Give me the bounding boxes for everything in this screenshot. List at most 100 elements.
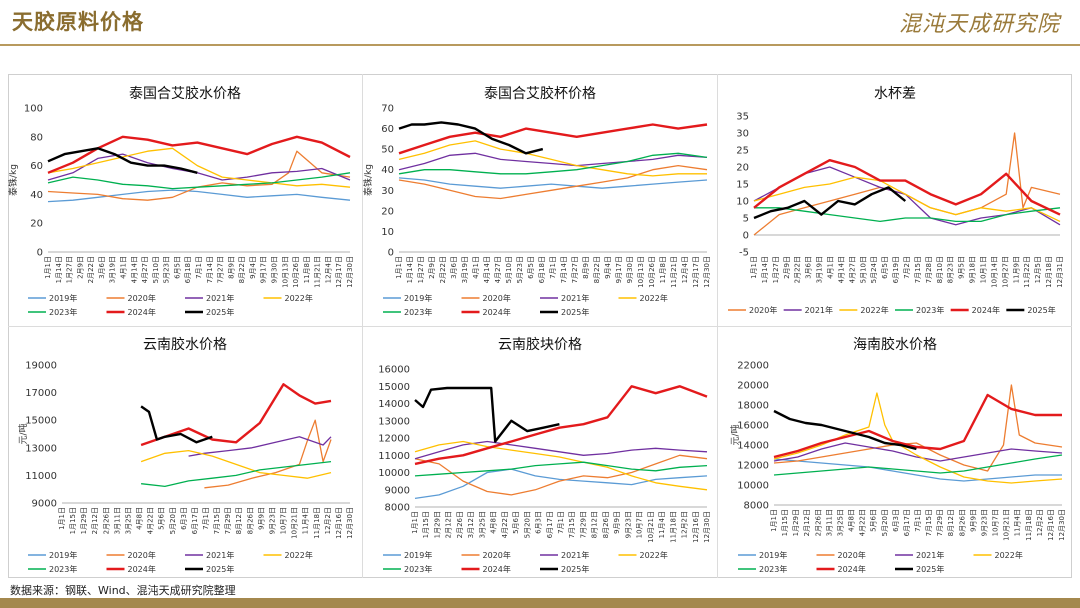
x-tick-label: 4月14日	[130, 256, 138, 283]
x-tick-label: 3月12日	[467, 511, 475, 538]
series-line	[47, 150, 351, 201]
y-tick-label: 9000	[385, 485, 410, 496]
chart-panel-thai-latex: 泰国合艾胶水价格 0 20 40 60 80 100 泰铢/kg 1月1日 1月14日 1月27日 2…	[7, 76, 362, 326]
y-tick-label: 8000	[385, 503, 410, 514]
chart-yunnan-latex: 云南胶水价格 9000 11000 13000 15000 17000 19000 元/吨 1月…	[17, 336, 354, 574]
legend-label: 2019年	[404, 550, 432, 560]
x-tick-label: 1月29日	[433, 511, 441, 538]
x-tick-label: 5月10日	[859, 256, 867, 283]
x-tick-label: 1月27日	[417, 256, 425, 283]
chart-yunnan-block: 云南胶块价格 8000 9000 10000 11000 12000 13000 14000 1…	[378, 336, 711, 574]
x-tick-label: 3月6日	[450, 256, 458, 279]
x-tick-label: 9月30日	[271, 256, 279, 283]
brand-logo: 混沌天成研究院	[898, 12, 1060, 37]
panel-divider	[8, 326, 1072, 327]
series-line	[414, 440, 708, 491]
legend-label: 2020年	[483, 293, 511, 303]
x-tick-label: 8月9日	[582, 256, 590, 279]
x-tick-label: 4月22日	[147, 507, 155, 534]
legend-label: 2019年	[49, 293, 77, 303]
y-tick-label: 14000	[737, 441, 769, 452]
series-line	[141, 460, 332, 488]
x-tick-label: 7月1日	[557, 511, 565, 534]
x-tick-label: 8月22日	[238, 256, 246, 283]
x-tick-label: 8月12日	[235, 507, 243, 534]
series-line	[754, 207, 1061, 223]
y-tick-label: 12000	[737, 461, 769, 472]
x-tick-label: 10月21日	[291, 507, 299, 539]
y-tick-label: 22000	[737, 361, 769, 372]
x-tick-label: 4月14日	[837, 256, 845, 283]
x-tick-label: 9月17日	[260, 256, 268, 283]
x-tick-label: 7月14日	[206, 256, 214, 283]
x-tick-label: 2月22日	[794, 256, 802, 283]
x-tick-label: 7月1日	[202, 507, 210, 530]
series-line	[398, 152, 708, 171]
y-tick-label: 50	[381, 145, 394, 156]
legend-label: 2022年	[285, 550, 313, 560]
x-tick-label: 6月5日	[173, 256, 181, 279]
x-tick-label: 6月17日	[546, 511, 554, 538]
x-tick-label: 12月4日	[324, 256, 332, 283]
y-axis-unit: 元/吨	[729, 424, 741, 445]
x-tick-label: 1月1日	[750, 256, 758, 279]
x-tick-label: 9月9日	[257, 507, 265, 530]
x-tick-label: 7月28日	[925, 256, 933, 283]
x-tick-label: 3月19日	[816, 256, 824, 283]
x-tick-label: 1月15日	[781, 509, 789, 536]
x-tick-label: 12月16日	[692, 511, 700, 543]
series-line	[398, 123, 708, 155]
y-tick-label: 9000	[32, 499, 57, 510]
x-tick-label: 7月15日	[914, 256, 922, 283]
legend-label: 2022年	[285, 293, 313, 303]
y-tick-label: 8000	[744, 501, 769, 512]
legend-label: 2024年	[483, 564, 511, 574]
x-tick-label: 6月3日	[535, 511, 543, 534]
x-tick-label: 5月6日	[870, 509, 878, 532]
x-tick-label: 1月14日	[55, 256, 63, 283]
chart-title: 泰国合艾胶水价格	[129, 85, 241, 102]
x-tick-label: 12月16日	[335, 507, 343, 539]
x-tick-label: 6月17日	[191, 507, 199, 534]
y-tick-label: 20	[381, 206, 394, 217]
x-tick-label: 9月23日	[624, 511, 632, 538]
legend-label: 2022年	[640, 293, 668, 303]
legend-label: 2023年	[404, 307, 432, 317]
x-tick-label: 8月23日	[947, 256, 955, 283]
x-tick-label: 5月6日	[158, 507, 166, 530]
y-tick-label: 19000	[25, 361, 57, 372]
series-line	[414, 440, 708, 460]
data-source-note: 数据来源：钢联、Wind、混沌天成研究院整理	[10, 584, 236, 597]
y-tick-label: 11000	[25, 471, 57, 482]
x-tick-label: 8月12日	[591, 511, 599, 538]
series-line	[414, 468, 708, 500]
x-tick-label: 7月29日	[224, 507, 232, 534]
series-line	[773, 454, 1063, 476]
x-tick-label: 7月29日	[936, 509, 944, 536]
x-tick-label: 8月26日	[246, 507, 254, 534]
y-tick-label: 70	[381, 104, 394, 115]
y-tick-label: 60	[381, 124, 394, 135]
x-tick-label: 2月22日	[87, 256, 95, 283]
x-tick-label: 3月6日	[805, 256, 813, 279]
legend-label: 2023年	[49, 564, 77, 574]
legend-label: 2019年	[759, 550, 787, 560]
x-tick-label: 11月9日	[1012, 256, 1020, 283]
chart-panel-thai-cuplump: 泰国合艾胶杯价格 0 10 20 30 40 50 60 70 泰铢/kg 1月1日 1月14日 1月2…	[362, 76, 717, 326]
x-tick-label: 9月9日	[969, 509, 977, 532]
x-tick-label: 4月8日	[490, 511, 498, 534]
x-tick-label: 6月18日	[538, 256, 546, 283]
x-tick-label: 7月1日	[549, 256, 557, 279]
x-tick-label: 7月15日	[925, 509, 933, 536]
chart-title: 水杯差	[874, 86, 916, 102]
x-tick-label: 12月2日	[1036, 509, 1044, 536]
y-tick-label: 0	[743, 231, 749, 242]
x-tick-label: 2月9日	[76, 256, 84, 279]
x-tick-label: 3月25日	[124, 507, 132, 534]
x-tick-label: 12月30日	[703, 511, 711, 543]
x-tick-label: 2月12日	[91, 507, 99, 534]
series-line	[47, 172, 351, 190]
y-tick-label: 10	[381, 227, 394, 238]
series-line	[140, 405, 213, 444]
y-tick-label: 5	[743, 214, 749, 225]
